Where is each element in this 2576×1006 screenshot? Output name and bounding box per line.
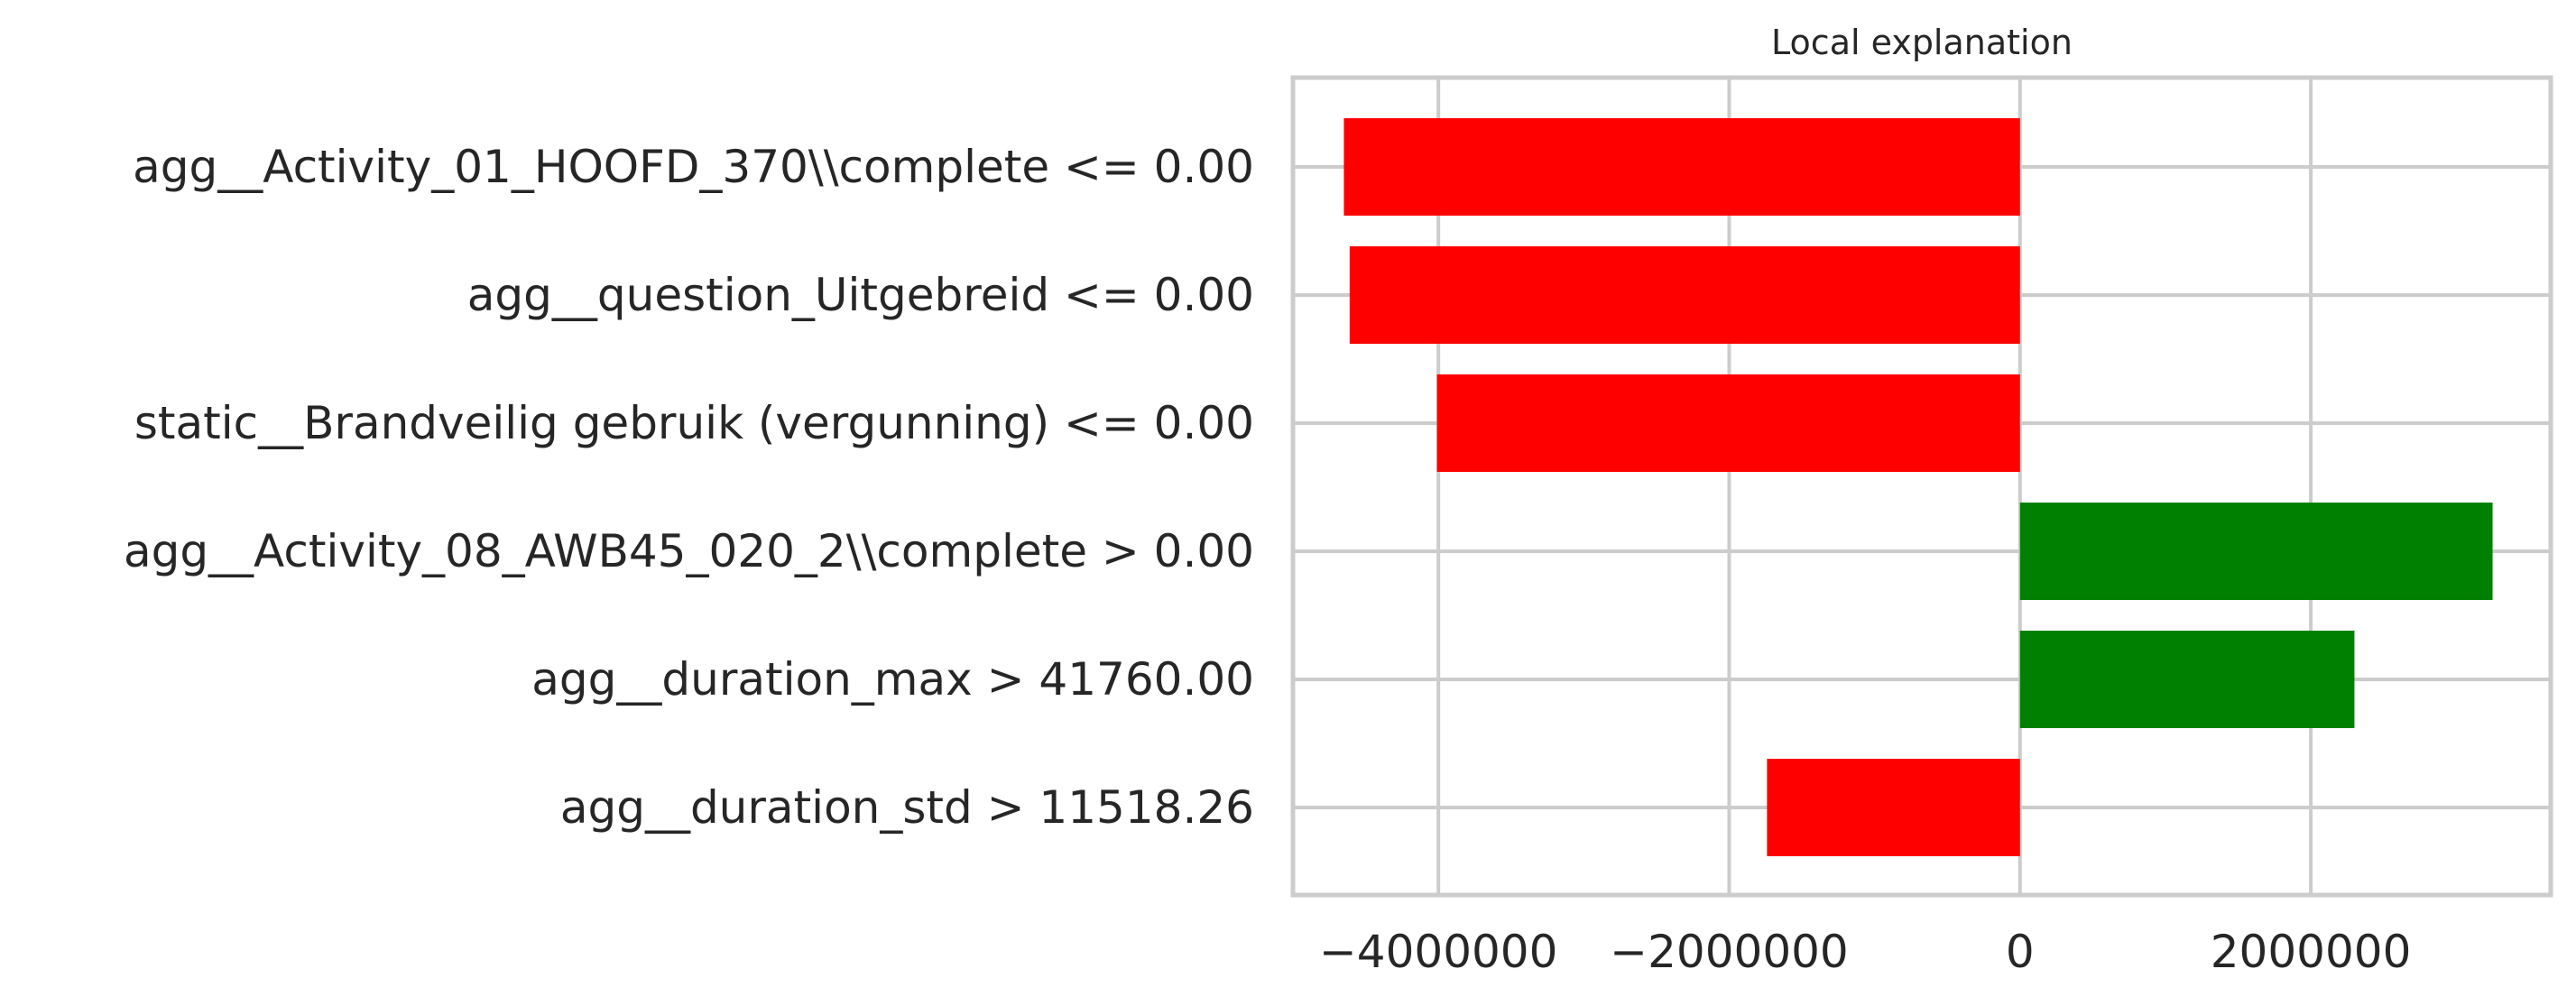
chart-title: Local explanation — [1771, 23, 2073, 62]
bar — [1436, 374, 2020, 472]
bar — [2019, 631, 2355, 728]
x-tick-label: −2000000 — [1610, 926, 1849, 978]
y-tick-label: static__Brandveilig gebruik (vergunning)… — [134, 397, 1254, 449]
y-tick-label: agg__duration_max > 41760.00 — [531, 653, 1254, 706]
x-tick-label: −4000000 — [1319, 926, 1558, 978]
plot-frame — [1290, 75, 2553, 898]
bar — [1767, 759, 2020, 856]
bar — [2019, 503, 2493, 600]
y-tick-label: agg__Activity_08_AWB45_020_2\\complete >… — [124, 525, 1254, 577]
x-tick-labels: −4000000 −2000000 0 2000000 — [1319, 926, 2412, 978]
x-tick-label: 2000000 — [2211, 926, 2412, 978]
bars — [1343, 118, 2493, 856]
y-tick-label: agg__question_Uitgebreid <= 0.00 — [467, 269, 1254, 321]
y-tick-label: agg__Activity_01_HOOFD_370\\complete <= … — [133, 141, 1254, 193]
bar — [1343, 118, 2020, 216]
x-tick-label: 0 — [2006, 926, 2035, 978]
y-tick-label: agg__duration_std > 11518.26 — [560, 781, 1254, 834]
bar — [1349, 246, 2020, 344]
y-tick-labels: agg__Activity_01_HOOFD_370\\complete <= … — [124, 141, 1254, 834]
